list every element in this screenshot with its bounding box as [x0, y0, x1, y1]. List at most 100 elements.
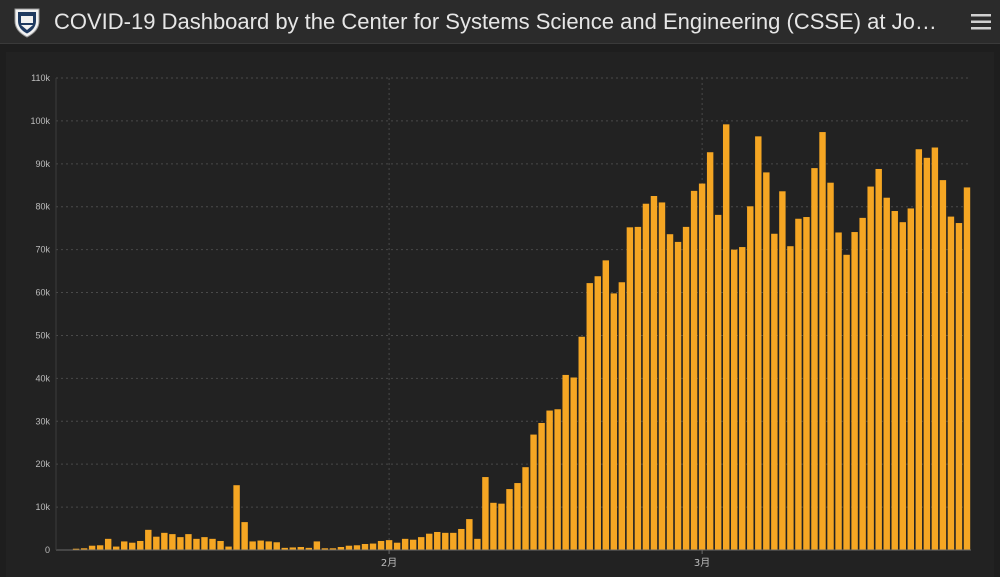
- daily-cases-bar[interactable]: [586, 283, 593, 550]
- daily-cases-bar[interactable]: [321, 548, 329, 550]
- daily-cases-bar[interactable]: [393, 542, 401, 550]
- daily-cases-bar[interactable]: [827, 182, 834, 550]
- daily-cases-bar[interactable]: [233, 485, 240, 550]
- daily-cases-bar[interactable]: [201, 537, 208, 550]
- daily-cases-bar[interactable]: [265, 541, 272, 550]
- daily-cases-bar[interactable]: [530, 434, 537, 550]
- daily-cases-bar[interactable]: [281, 547, 288, 550]
- daily-cases-bar[interactable]: [506, 489, 513, 550]
- daily-cases-bar[interactable]: [763, 172, 770, 550]
- daily-cases-bar[interactable]: [273, 542, 280, 550]
- daily-cases-bar[interactable]: [482, 477, 489, 550]
- daily-cases-bar[interactable]: [353, 545, 361, 550]
- daily-cases-bar[interactable]: [72, 548, 80, 550]
- daily-cases-bar[interactable]: [554, 409, 561, 550]
- daily-cases-bar[interactable]: [779, 191, 786, 550]
- daily-cases-bar[interactable]: [377, 540, 385, 550]
- daily-cases-bar[interactable]: [610, 293, 618, 550]
- daily-cases-bar[interactable]: [594, 276, 601, 550]
- daily-cases-bar[interactable]: [714, 214, 722, 550]
- daily-cases-bar[interactable]: [369, 543, 377, 550]
- daily-cases-bar[interactable]: [177, 537, 184, 550]
- daily-cases-bar[interactable]: [859, 217, 866, 550]
- daily-cases-bar[interactable]: [883, 197, 890, 550]
- daily-cases-bar[interactable]: [939, 180, 947, 550]
- daily-cases-bar[interactable]: [442, 532, 449, 550]
- daily-cases-bar[interactable]: [795, 218, 802, 550]
- daily-cases-bar[interactable]: [498, 503, 505, 550]
- daily-cases-bar[interactable]: [722, 124, 730, 550]
- daily-cases-bar[interactable]: [618, 282, 626, 550]
- daily-cases-bar[interactable]: [305, 547, 313, 550]
- daily-cases-bar[interactable]: [145, 529, 152, 550]
- daily-cases-bar[interactable]: [851, 232, 858, 550]
- daily-cases-bar[interactable]: [642, 203, 650, 550]
- daily-cases-bar[interactable]: [650, 196, 658, 550]
- daily-cases-bar[interactable]: [747, 206, 754, 550]
- daily-cases-bar[interactable]: [297, 546, 305, 550]
- daily-cases-bar[interactable]: [409, 539, 417, 550]
- daily-cases-bar[interactable]: [96, 545, 104, 550]
- daily-cases-bar[interactable]: [121, 541, 128, 550]
- daily-cases-bar[interactable]: [80, 548, 88, 550]
- daily-cases-bar[interactable]: [955, 223, 963, 551]
- daily-cases-bar[interactable]: [634, 226, 642, 551]
- daily-cases-bar[interactable]: [931, 147, 939, 550]
- daily-cases-bar[interactable]: [819, 132, 826, 550]
- daily-cases-bar[interactable]: [522, 467, 529, 550]
- daily-cases-bar[interactable]: [474, 538, 481, 550]
- daily-cases-bar[interactable]: [546, 410, 553, 550]
- daily-cases-bar[interactable]: [112, 546, 120, 550]
- daily-cases-bar[interactable]: [923, 157, 931, 550]
- daily-cases-bar[interactable]: [129, 542, 136, 550]
- daily-cases-bar[interactable]: [570, 377, 577, 550]
- daily-cases-bar[interactable]: [161, 532, 168, 550]
- daily-cases-bar[interactable]: [241, 522, 248, 550]
- daily-cases-bar[interactable]: [458, 528, 465, 550]
- daily-cases-bar[interactable]: [626, 227, 634, 550]
- daily-cases-bar[interactable]: [329, 548, 337, 550]
- daily-cases-bar[interactable]: [811, 168, 818, 550]
- daily-cases-bar[interactable]: [313, 541, 321, 550]
- daily-cases-bar[interactable]: [450, 532, 457, 550]
- daily-cases-bar[interactable]: [891, 211, 898, 550]
- daily-cases-bar[interactable]: [658, 202, 666, 550]
- daily-cases-bar[interactable]: [731, 249, 738, 551]
- daily-cases-bar[interactable]: [867, 186, 874, 550]
- daily-cases-bar[interactable]: [209, 538, 216, 550]
- daily-cases-bar[interactable]: [875, 168, 882, 550]
- daily-cases-bar[interactable]: [104, 538, 112, 550]
- daily-cases-bar[interactable]: [490, 502, 497, 550]
- daily-cases-bar[interactable]: [401, 538, 409, 550]
- daily-cases-bar[interactable]: [899, 222, 906, 550]
- daily-cases-bar[interactable]: [963, 187, 971, 550]
- daily-cases-bar[interactable]: [249, 541, 256, 550]
- daily-cases-bar[interactable]: [88, 545, 96, 550]
- daily-cases-bar[interactable]: [835, 232, 842, 551]
- daily-cases-bar[interactable]: [337, 546, 345, 550]
- daily-cases-bar[interactable]: [698, 183, 706, 550]
- daily-cases-bar[interactable]: [426, 533, 433, 550]
- daily-cases-bar[interactable]: [193, 538, 200, 550]
- daily-cases-bar[interactable]: [771, 233, 778, 550]
- daily-cases-bar[interactable]: [257, 540, 264, 550]
- daily-cases-bar[interactable]: [706, 152, 714, 550]
- daily-cases-bar[interactable]: [185, 534, 192, 550]
- daily-cases-bar[interactable]: [361, 543, 369, 550]
- daily-cases-bar[interactable]: [915, 149, 923, 550]
- daily-cases-bar[interactable]: [289, 547, 296, 550]
- daily-cases-bar[interactable]: [538, 422, 545, 550]
- daily-cases-bar[interactable]: [514, 483, 521, 550]
- daily-cases-bar[interactable]: [755, 136, 762, 550]
- daily-cases-bar[interactable]: [578, 336, 585, 550]
- daily-cases-bar[interactable]: [787, 246, 794, 550]
- daily-cases-bar[interactable]: [153, 536, 160, 550]
- daily-cases-bar[interactable]: [666, 234, 674, 550]
- daily-cases-bar[interactable]: [907, 208, 915, 550]
- daily-cases-bar[interactable]: [385, 540, 393, 550]
- daily-cases-bar[interactable]: [674, 241, 682, 550]
- daily-cases-bar[interactable]: [843, 254, 850, 550]
- daily-cases-bar[interactable]: [682, 226, 690, 551]
- daily-cases-bar[interactable]: [225, 546, 232, 550]
- daily-cases-bar[interactable]: [562, 374, 569, 550]
